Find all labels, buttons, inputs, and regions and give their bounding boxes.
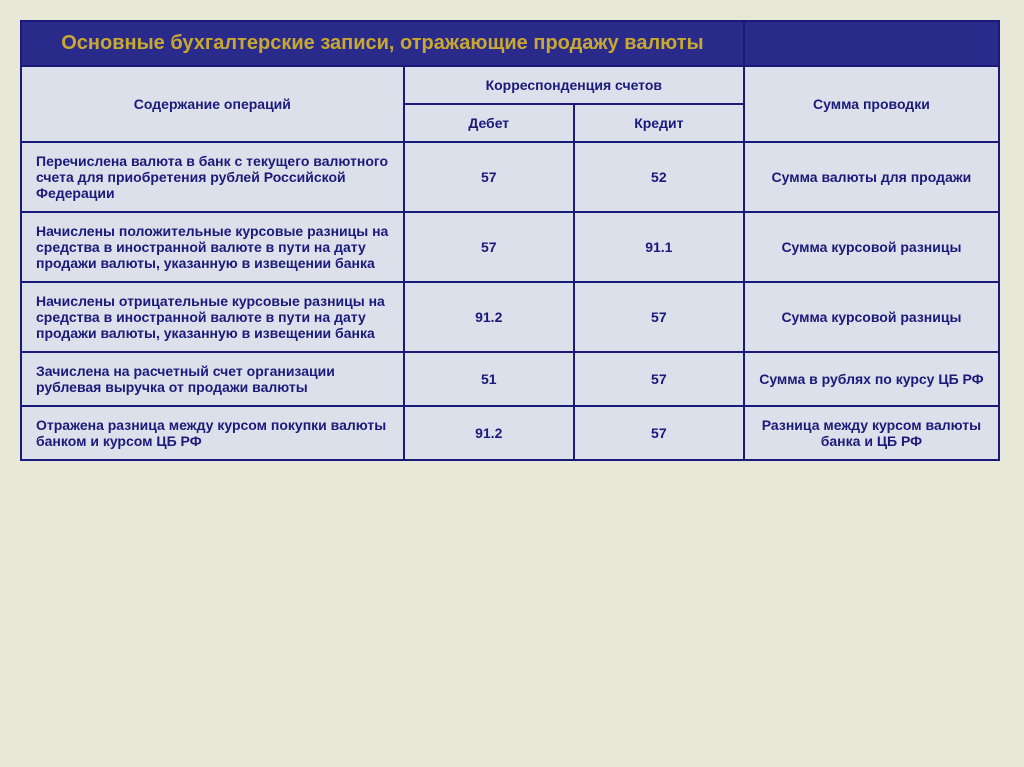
row-credit: 57 [574,282,744,352]
title-row: Основные бухгалтерские записи, отражающи… [21,21,999,66]
header-sum: Сумма проводки [744,66,999,142]
row-sum: Сумма валюты для продажи [744,142,999,212]
header-credit: Кредит [574,104,744,142]
row-sum: Разница между курсом валюты банка и ЦБ Р… [744,406,999,460]
row-debit: 57 [404,142,574,212]
table-row: Перечислена валюта в банк с текущего вал… [21,142,999,212]
header-debit: Дебет [404,104,574,142]
row-credit: 57 [574,352,744,406]
row-debit: 51 [404,352,574,406]
table-row: Начислены отрицательные курсовые разницы… [21,282,999,352]
header-content: Содержание операций [21,66,404,142]
row-sum: Сумма в рублях по курсу ЦБ РФ [744,352,999,406]
row-credit: 57 [574,406,744,460]
row-content: Перечислена валюта в банк с текущего вал… [21,142,404,212]
row-debit: 57 [404,212,574,282]
row-content: Зачислена на расчетный счет организации … [21,352,404,406]
row-sum: Сумма курсовой разницы [744,212,999,282]
row-sum: Сумма курсовой разницы [744,282,999,352]
row-content: Отражена разница между курсом покупки ва… [21,406,404,460]
row-content: Начислены положительные курсовые разницы… [21,212,404,282]
row-credit: 91.1 [574,212,744,282]
table-row: Начислены положительные курсовые разницы… [21,212,999,282]
table-row: Отражена разница между курсом покупки ва… [21,406,999,460]
accounting-table: Основные бухгалтерские записи, отражающи… [20,20,1000,461]
row-debit: 91.2 [404,282,574,352]
row-content: Начислены отрицательные курсовые разницы… [21,282,404,352]
header-row-1: Содержание операций Корреспонденция счет… [21,66,999,104]
title-empty-cell [744,21,999,66]
row-debit: 91.2 [404,406,574,460]
table-row: Зачислена на расчетный счет организации … [21,352,999,406]
table-title: Основные бухгалтерские записи, отражающи… [21,21,744,66]
header-correspondence: Корреспонденция счетов [404,66,744,104]
row-credit: 52 [574,142,744,212]
